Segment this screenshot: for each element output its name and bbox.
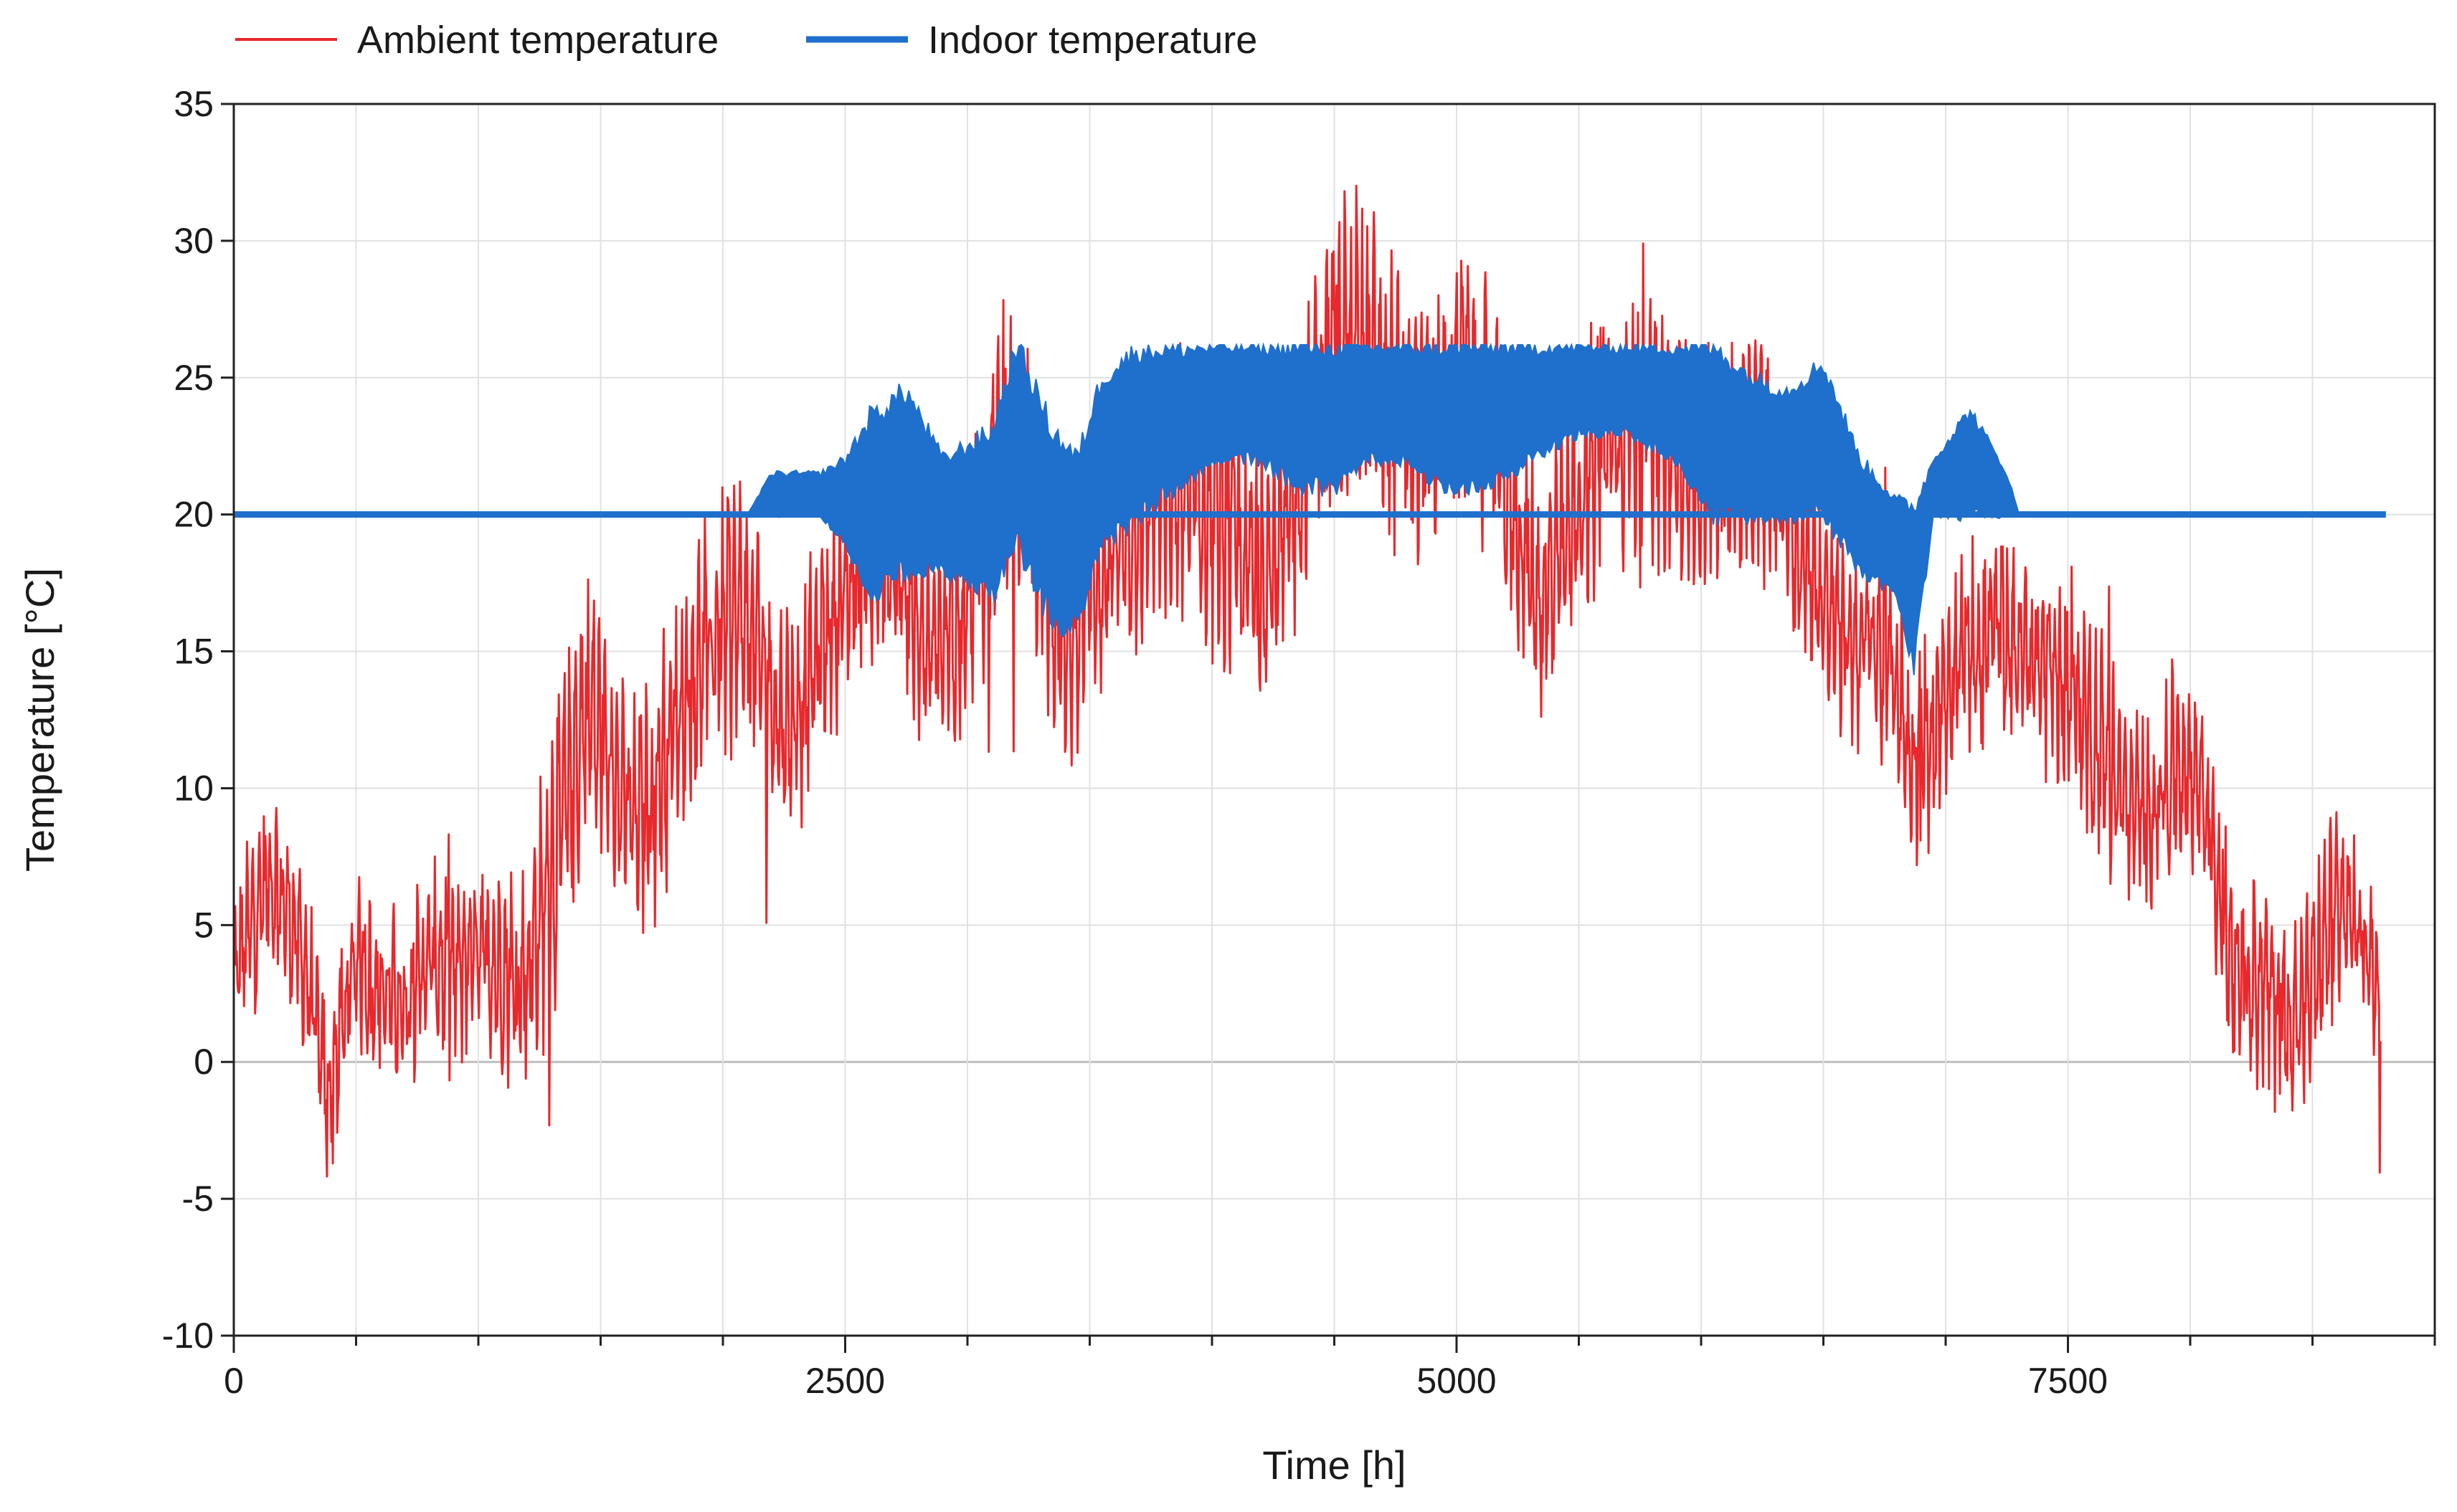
legend-label-indoor: Indoor temperature bbox=[928, 19, 1257, 62]
y-tick-label: 20 bbox=[174, 495, 214, 535]
x-tick-label: 2500 bbox=[805, 1361, 885, 1401]
x-tick-label: 5000 bbox=[1416, 1361, 1496, 1401]
legend-item-indoor-temperature: Indoor temperature bbox=[806, 19, 1257, 62]
y-tick-label: 35 bbox=[174, 84, 214, 124]
y-tick-label: 10 bbox=[174, 768, 214, 808]
y-axis-title: Temperature [°C] bbox=[17, 568, 62, 872]
y-tick-label: 30 bbox=[174, 221, 214, 261]
y-tick-label: 15 bbox=[174, 632, 214, 672]
series-band-indoor-temperature bbox=[234, 342, 2020, 675]
legend-item-ambient-temperature: Ambient temperature bbox=[235, 19, 719, 62]
legend: Ambient temperature Indoor temperature bbox=[235, 19, 1257, 62]
legend-label-ambient: Ambient temperature bbox=[357, 19, 719, 62]
y-tick-label: -5 bbox=[182, 1179, 214, 1219]
y-tick-label: 5 bbox=[194, 905, 214, 945]
axes: -10 -5 0 5 10 15 20 25 30 35 0 2500 5000 7500 Time [h]… bbox=[17, 84, 2436, 1488]
series-layer bbox=[232, 184, 2386, 1178]
series-line-ambient-temperature bbox=[232, 184, 2382, 1178]
y-tick-label: 25 bbox=[174, 358, 214, 398]
y-tick-label: 0 bbox=[194, 1042, 214, 1082]
x-tick-label: 0 bbox=[224, 1361, 244, 1401]
x-axis-title: Time [h] bbox=[1262, 1442, 1406, 1488]
x-tick-label: 7500 bbox=[2028, 1361, 2108, 1401]
y-tick-label: -10 bbox=[162, 1316, 214, 1356]
